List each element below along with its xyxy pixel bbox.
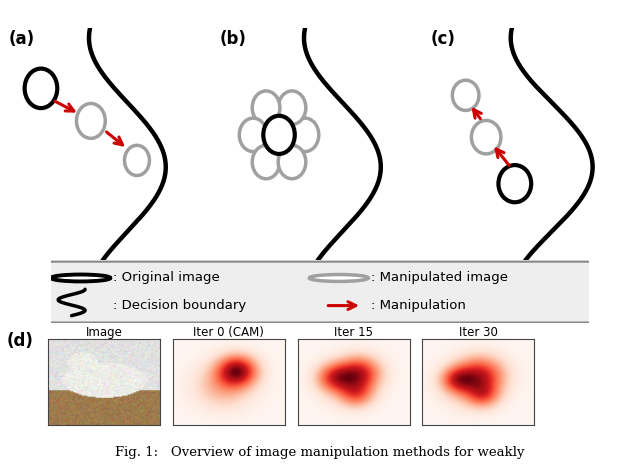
Circle shape [77,104,105,139]
Title: Iter 0 (CAM): Iter 0 (CAM) [193,326,264,339]
Circle shape [472,120,501,154]
Circle shape [278,145,306,179]
Circle shape [499,165,531,202]
Circle shape [291,118,319,152]
Text: (c): (c) [431,30,456,48]
Circle shape [124,145,150,176]
Circle shape [25,69,58,108]
FancyBboxPatch shape [43,262,596,323]
Circle shape [252,91,280,125]
Text: (a): (a) [8,30,35,48]
Text: : Original image: : Original image [113,272,220,285]
Circle shape [452,80,479,111]
Title: Iter 15: Iter 15 [334,326,373,339]
Text: : Manipulation: : Manipulation [371,299,466,312]
Circle shape [239,118,267,152]
Text: Fig. 1:   Overview of image manipulation methods for weakly: Fig. 1: Overview of image manipulation m… [115,446,525,459]
Title: Image: Image [86,326,122,339]
Circle shape [51,274,110,281]
Circle shape [278,91,306,125]
Text: (d): (d) [6,332,33,351]
Circle shape [309,274,369,281]
Circle shape [252,145,280,179]
Circle shape [263,116,295,154]
Text: : Decision boundary: : Decision boundary [113,299,246,312]
Text: : Manipulated image: : Manipulated image [371,272,508,285]
Text: (b): (b) [220,30,246,48]
Title: Iter 30: Iter 30 [459,326,498,339]
